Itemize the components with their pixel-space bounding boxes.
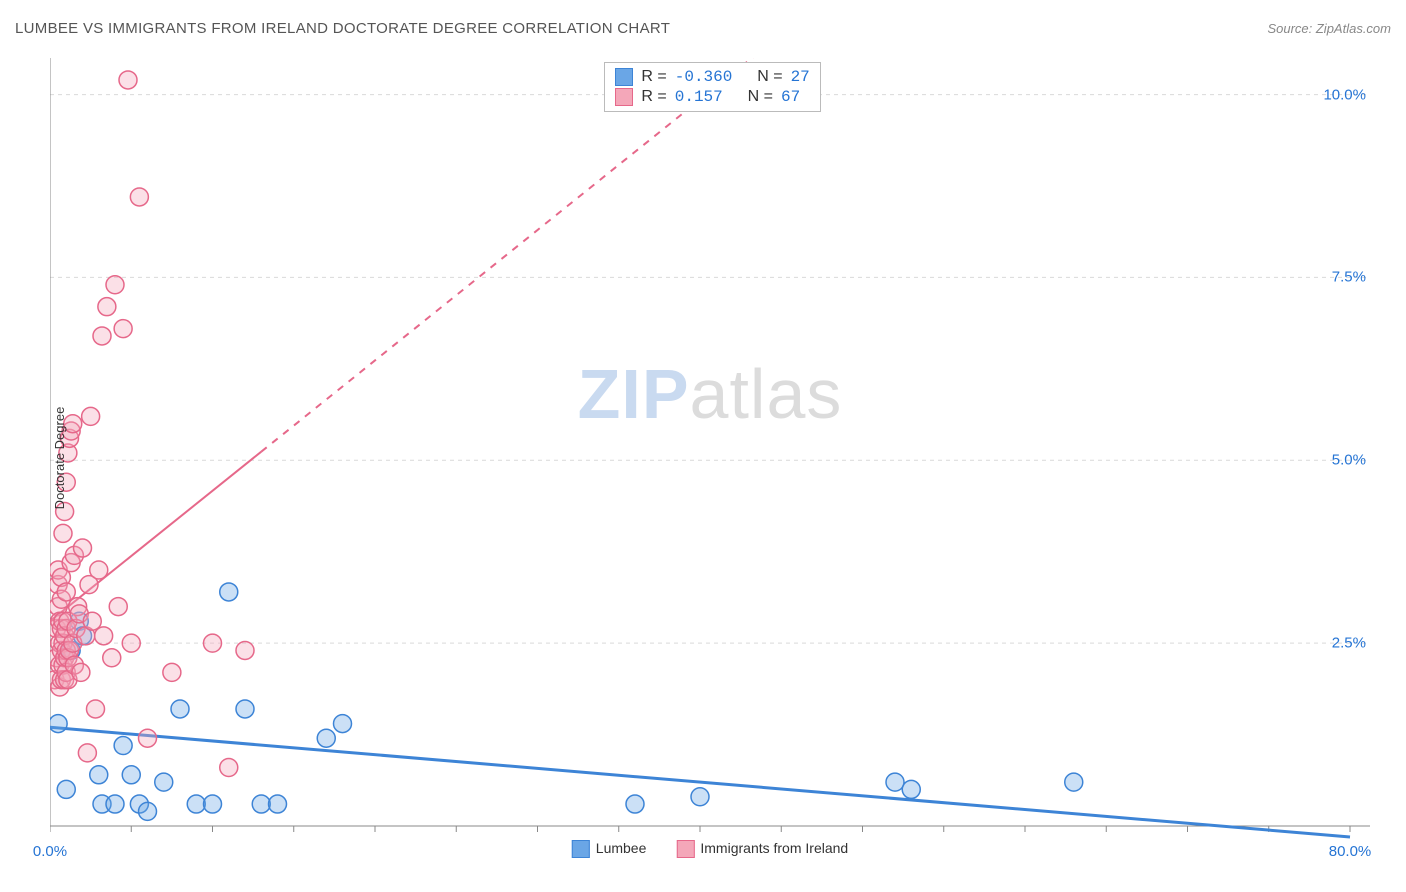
data-point [90,561,108,579]
legend-swatch [572,840,590,858]
x-tick-label: 80.0% [1329,843,1372,860]
data-point [155,773,173,791]
stat-r-value: 0.157 [675,88,723,106]
data-point [130,188,148,206]
data-point [691,788,709,806]
y-axis-label: Doctorate Degree [52,407,67,510]
data-point [87,700,105,718]
data-point [82,407,100,425]
legend-swatch [676,840,694,858]
data-point [122,634,140,652]
data-point [114,320,132,338]
data-point [204,795,222,813]
y-tick-label: 7.5% [1332,269,1366,286]
data-point [90,766,108,784]
y-tick-label: 10.0% [1323,86,1366,103]
source-prefix: Source: [1267,21,1315,36]
data-point [93,327,111,345]
chart-container: Doctorate Degree ZIPatlas 2.5%5.0%7.5%10… [50,58,1370,858]
legend-item[interactable]: Lumbee [572,840,647,858]
data-point [106,795,124,813]
stat-n-value: 67 [781,88,800,106]
scatter-plot [50,58,1370,858]
data-point [204,634,222,652]
y-tick-label: 2.5% [1332,635,1366,652]
data-point [334,715,352,733]
source-attribution: Source: ZipAtlas.com [1267,21,1391,36]
data-point [236,700,254,718]
data-point [114,737,132,755]
data-point [171,700,189,718]
trend-line [50,727,1350,837]
data-point [139,729,157,747]
data-point [236,641,254,659]
data-point [83,612,101,630]
trend-line-dashed [261,58,797,452]
legend-item[interactable]: Immigrants from Ireland [676,840,848,858]
stat-r-label: R = [641,88,666,106]
stats-row: R = -0.360 N = 27 [615,67,809,87]
data-point [106,276,124,294]
legend-label: Lumbee [596,840,647,856]
data-point [163,663,181,681]
data-point [95,627,113,645]
stat-n-label: N = [757,68,782,86]
data-point [187,795,205,813]
x-tick-label: 0.0% [33,843,67,860]
stats-row: R = 0.157 N = 67 [615,87,809,107]
data-point [252,795,270,813]
stat-r-value: -0.360 [675,68,733,86]
legend-swatch [615,88,633,106]
data-point [886,773,904,791]
data-point [72,663,90,681]
data-point [220,583,238,601]
data-point [902,780,920,798]
y-tick-label: 5.0% [1332,452,1366,469]
data-point [103,649,121,667]
data-point [98,298,116,316]
series-legend: Lumbee Immigrants from Ireland [572,840,848,858]
data-point [139,802,157,820]
data-point [220,758,238,776]
chart-title: LUMBEE VS IMMIGRANTS FROM IRELAND DOCTOR… [15,20,670,37]
data-point [626,795,644,813]
data-point [109,598,127,616]
data-point [57,780,75,798]
data-point [74,539,92,557]
legend-label: Immigrants from Ireland [700,840,848,856]
data-point [50,715,67,733]
data-point [269,795,287,813]
data-point [54,524,72,542]
stat-r-label: R = [641,68,666,86]
data-point [78,744,96,762]
data-point [57,583,75,601]
legend-swatch [615,68,633,86]
stat-n-label: N = [748,88,773,106]
stat-n-value: 27 [791,68,810,86]
data-point [119,71,137,89]
data-point [1065,773,1083,791]
header-bar: LUMBEE VS IMMIGRANTS FROM IRELAND DOCTOR… [15,20,1391,37]
source-link[interactable]: ZipAtlas.com [1316,21,1391,36]
data-point [317,729,335,747]
correlation-stats-box: R = -0.360 N = 27 R = 0.157 N = 67 [604,62,820,112]
data-point [122,766,140,784]
